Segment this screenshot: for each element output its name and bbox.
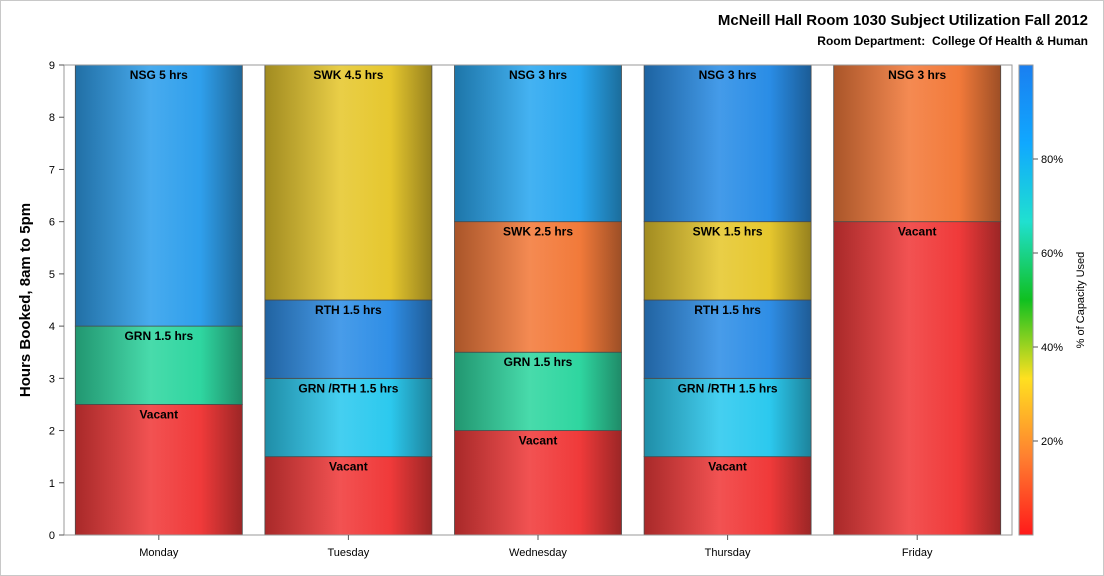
colorbar-tick-label: 60% bbox=[1041, 248, 1063, 260]
bar-segment bbox=[454, 430, 622, 536]
bar-segment bbox=[454, 64, 622, 223]
segment-label: Vacant bbox=[139, 407, 178, 421]
segment-label: NSG 3 hrs bbox=[888, 68, 946, 82]
segment-label: NSG 3 hrs bbox=[509, 68, 567, 82]
y-tick-label: 8 bbox=[49, 112, 55, 124]
colorbar-tick-label: 40% bbox=[1041, 342, 1063, 354]
segment-label: NSG 3 hrs bbox=[699, 68, 757, 82]
segment-label: GRN /RTH 1.5 hrs bbox=[678, 381, 778, 395]
y-tick-label: 5 bbox=[49, 269, 55, 281]
segment-label: Vacant bbox=[708, 460, 747, 474]
y-axis-label: Hours Booked, 8am to 5pm bbox=[17, 203, 34, 397]
bar-segment bbox=[264, 299, 433, 379]
bar-segment bbox=[833, 64, 1002, 223]
segment-label: Vacant bbox=[898, 225, 937, 239]
bar-segment bbox=[264, 377, 433, 458]
y-tick-label: 6 bbox=[49, 217, 55, 229]
y-tick-label: 4 bbox=[49, 321, 55, 333]
x-tick-label: Wednesday bbox=[509, 547, 567, 559]
y-tick-label: 3 bbox=[49, 373, 55, 385]
x-tick-label: Friday bbox=[902, 547, 933, 559]
bar-segment bbox=[643, 456, 812, 536]
x-tick-label: Thursday bbox=[705, 547, 751, 559]
segment-label: RTH 1.5 hrs bbox=[315, 303, 382, 317]
segment-label: SWK 1.5 hrs bbox=[693, 225, 763, 239]
segment-label: SWK 4.5 hrs bbox=[313, 68, 383, 82]
bar-segment bbox=[454, 221, 622, 353]
segment-label: Vacant bbox=[329, 460, 368, 474]
colorbar-tick-label: 20% bbox=[1041, 436, 1063, 448]
segment-label: GRN 1.5 hrs bbox=[504, 355, 573, 369]
segment-label: NSG 5 hrs bbox=[130, 68, 188, 82]
bar-segment bbox=[74, 64, 243, 327]
chart-title: McNeill Hall Room 1030 Subject Utilizati… bbox=[717, 12, 1088, 29]
segment-label: GRN /RTH 1.5 hrs bbox=[298, 381, 398, 395]
bar-segment bbox=[74, 404, 243, 536]
segment-label: Vacant bbox=[519, 434, 558, 448]
chart-subtitle: Room Department: College Of Health & Hum… bbox=[817, 34, 1088, 48]
segment-label: RTH 1.5 hrs bbox=[694, 303, 761, 317]
bar-segment bbox=[643, 377, 812, 458]
bar-segment bbox=[643, 299, 812, 379]
y-tick-label: 1 bbox=[49, 478, 55, 490]
bar-segment bbox=[643, 64, 812, 223]
segment-label: SWK 2.5 hrs bbox=[503, 225, 573, 239]
bar-segment bbox=[74, 325, 243, 405]
x-tick-label: Tuesday bbox=[328, 547, 370, 559]
x-tick-label: Monday bbox=[139, 547, 179, 559]
colorbar-label: % of Capacity Used bbox=[1075, 252, 1087, 349]
y-tick-label: 9 bbox=[49, 60, 55, 72]
y-tick-label: 2 bbox=[49, 426, 55, 438]
segment-label: GRN 1.5 hrs bbox=[124, 329, 193, 343]
bar-segment bbox=[833, 221, 1002, 536]
colorbar-tick-label: 80% bbox=[1041, 154, 1063, 166]
y-tick-label: 7 bbox=[49, 164, 55, 176]
y-tick-label: 0 bbox=[49, 530, 55, 542]
colorbar bbox=[1018, 64, 1034, 536]
bar-segment bbox=[264, 64, 433, 301]
